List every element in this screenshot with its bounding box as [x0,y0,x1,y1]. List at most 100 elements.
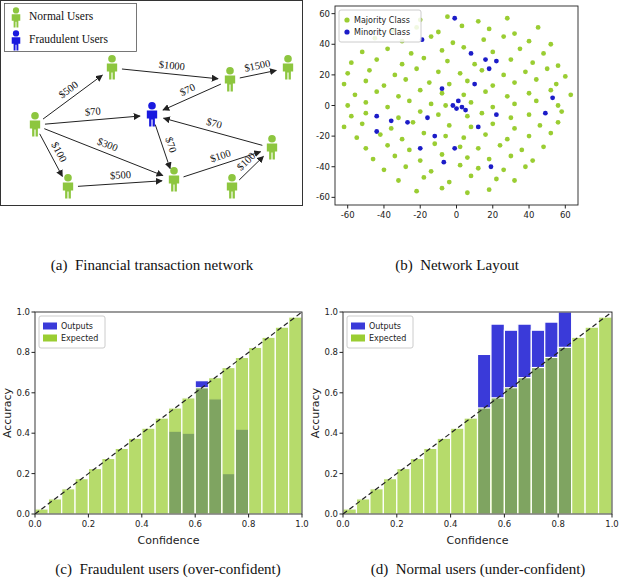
point [382,167,387,172]
point [389,118,394,123]
tick-label: 0.6 [16,388,30,398]
tick-label: 0.0 [28,519,42,529]
icon-head [64,174,72,182]
point [452,16,457,21]
bar [195,381,208,514]
point [371,157,376,162]
point [385,143,390,148]
point [363,79,368,84]
point [476,146,481,151]
legend: OutputsExpected [347,316,413,348]
plot-area [35,312,302,514]
bar [410,458,423,514]
point [436,112,441,117]
point [458,163,463,168]
bar [504,388,517,514]
point [429,169,434,174]
point [479,68,484,73]
axis-label: Accuracy [309,387,322,438]
point [548,88,553,93]
point [501,167,506,172]
bar [235,357,248,514]
point [469,51,474,56]
point [487,27,492,32]
edge-label: $500 [110,169,132,181]
point [461,92,466,97]
point [443,103,448,108]
tick-label: 60 [319,9,330,19]
point [447,82,452,87]
legend-label: Majority Class [354,16,410,25]
legend: OutputsExpected [39,316,105,348]
tick-label: 0.2 [16,469,30,479]
point [543,111,548,116]
point [469,125,474,130]
tick-label: 0.4 [444,519,458,529]
tick-label: -20 [413,210,427,220]
bar [437,438,450,514]
tick [332,136,336,137]
point [458,144,463,149]
point [436,30,441,35]
icon-head [268,135,276,143]
tick-label: 0.6 [324,388,338,398]
point [403,77,408,82]
point [523,164,528,169]
bar [115,448,128,514]
axis-label: Accuracy [1,387,14,438]
legend-swatch [351,323,365,330]
edge [78,181,162,187]
tick [340,473,344,474]
normal-user [107,55,117,79]
point [554,82,559,87]
point [487,187,492,192]
point [345,103,350,108]
legend-box [39,316,105,348]
point [461,135,466,140]
point [563,74,568,79]
point [465,114,470,119]
icon-body [225,75,235,91]
bar [545,322,558,514]
point [349,60,354,65]
tick [340,433,344,434]
tick [456,205,457,209]
bar [88,469,101,514]
point [405,120,410,125]
point [441,160,446,165]
icon-body [227,182,237,198]
point [411,120,416,125]
point [396,115,401,120]
icon-head [13,30,19,36]
bar [289,317,302,514]
bar [504,330,517,514]
point [363,100,368,105]
edge [43,75,102,119]
icon-body [30,120,40,136]
tick [332,105,336,106]
axes-frame [343,312,612,514]
tick-label: -20 [316,131,330,141]
tick-label: 0.8 [16,347,30,357]
tick-label: 0.4 [16,428,30,438]
point [494,59,499,64]
tick-label: 1.0 [295,519,309,529]
point [545,66,550,71]
tick [332,13,336,14]
point [527,134,532,139]
legend-label: Outputs [61,322,93,331]
point [483,89,488,94]
point [342,82,347,87]
figure: $500$70$100$300$500$70$1500$1000$70$70$1… [0,0,622,580]
bar [531,368,544,514]
point [487,66,492,71]
point [440,48,445,53]
legend-label: Normal Users [29,10,94,22]
chart-bar: 0.00.20.40.60.81.00.00.20.40.60.81.0Conf… [309,307,619,578]
tick [383,205,384,209]
point [385,46,390,51]
point [489,164,494,169]
point [541,51,546,56]
tick [32,352,36,353]
edge-label: $300 [96,136,120,154]
